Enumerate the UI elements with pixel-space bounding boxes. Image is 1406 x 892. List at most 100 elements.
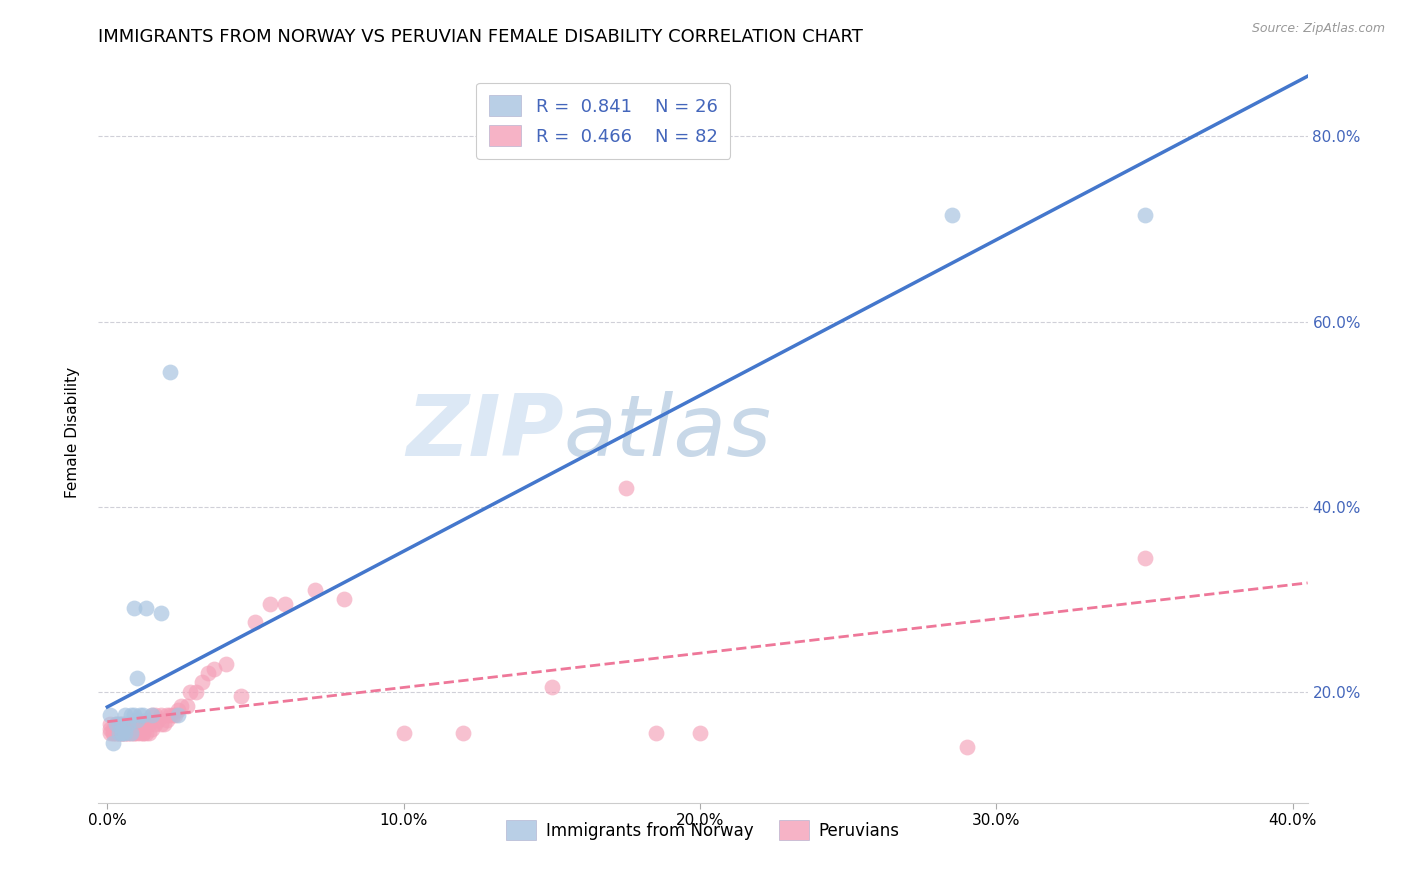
Point bbox=[122, 707, 145, 722]
Point bbox=[135, 713, 157, 727]
Text: ZIP: ZIP bbox=[406, 391, 564, 475]
Point bbox=[105, 717, 128, 731]
Point bbox=[114, 726, 136, 740]
Point bbox=[108, 722, 131, 736]
Point bbox=[103, 736, 125, 750]
Point bbox=[1133, 550, 1156, 565]
Point bbox=[146, 713, 169, 727]
Point bbox=[540, 680, 562, 694]
Point bbox=[159, 707, 181, 722]
Point bbox=[143, 707, 166, 722]
Point bbox=[132, 717, 155, 731]
Point bbox=[122, 601, 145, 615]
Point bbox=[105, 726, 128, 740]
Point bbox=[689, 726, 711, 740]
Point bbox=[165, 707, 187, 722]
Point bbox=[108, 726, 131, 740]
Point bbox=[120, 722, 142, 736]
Point bbox=[141, 722, 163, 736]
Point bbox=[191, 675, 214, 690]
Point bbox=[155, 707, 177, 722]
Point bbox=[120, 726, 142, 740]
Point bbox=[117, 722, 139, 736]
Point bbox=[149, 606, 172, 620]
Point bbox=[149, 707, 172, 722]
Point bbox=[111, 726, 134, 740]
Point bbox=[215, 657, 238, 671]
Point bbox=[105, 726, 128, 740]
Point bbox=[176, 698, 198, 713]
Point bbox=[333, 592, 356, 607]
Point bbox=[117, 717, 139, 731]
Point bbox=[129, 707, 152, 722]
Point bbox=[111, 726, 134, 740]
Point bbox=[644, 726, 666, 740]
Point bbox=[186, 685, 208, 699]
Point bbox=[114, 717, 136, 731]
Point bbox=[167, 703, 190, 717]
Point bbox=[143, 717, 166, 731]
Point bbox=[135, 726, 157, 740]
Point bbox=[108, 717, 131, 731]
Point bbox=[274, 597, 297, 611]
Point bbox=[111, 717, 134, 731]
Point bbox=[941, 208, 963, 222]
Point bbox=[125, 722, 148, 736]
Point bbox=[122, 726, 145, 740]
Point bbox=[135, 601, 157, 615]
Point bbox=[117, 726, 139, 740]
Point bbox=[114, 726, 136, 740]
Point bbox=[125, 671, 148, 685]
Point bbox=[956, 740, 979, 755]
Point bbox=[114, 707, 136, 722]
Point bbox=[117, 717, 139, 731]
Point bbox=[197, 666, 219, 681]
Point bbox=[229, 690, 252, 704]
Point bbox=[125, 717, 148, 731]
Point bbox=[141, 707, 163, 722]
Point bbox=[170, 698, 193, 713]
Text: IMMIGRANTS FROM NORWAY VS PERUVIAN FEMALE DISABILITY CORRELATION CHART: IMMIGRANTS FROM NORWAY VS PERUVIAN FEMAL… bbox=[98, 28, 863, 45]
Point bbox=[138, 726, 160, 740]
Point bbox=[103, 726, 125, 740]
Point bbox=[103, 722, 125, 736]
Point bbox=[259, 597, 281, 611]
Point bbox=[122, 722, 145, 736]
Point bbox=[105, 717, 128, 731]
Legend: Immigrants from Norway, Peruvians: Immigrants from Norway, Peruvians bbox=[499, 814, 907, 847]
Point bbox=[120, 726, 142, 740]
Point bbox=[132, 726, 155, 740]
Point bbox=[152, 717, 174, 731]
Point bbox=[103, 726, 125, 740]
Point bbox=[132, 726, 155, 740]
Point bbox=[108, 726, 131, 740]
Point bbox=[202, 662, 225, 676]
Point bbox=[167, 707, 190, 722]
Point bbox=[245, 615, 267, 630]
Text: atlas: atlas bbox=[564, 391, 772, 475]
Point bbox=[138, 717, 160, 731]
Point bbox=[122, 726, 145, 740]
Point bbox=[108, 726, 131, 740]
Point bbox=[98, 707, 121, 722]
Point bbox=[1133, 208, 1156, 222]
Point bbox=[114, 726, 136, 740]
Point bbox=[111, 726, 134, 740]
Y-axis label: Female Disability: Female Disability bbox=[65, 367, 80, 499]
Point bbox=[614, 481, 637, 495]
Point bbox=[98, 717, 121, 731]
Point bbox=[125, 713, 148, 727]
Point bbox=[129, 726, 152, 740]
Point bbox=[98, 726, 121, 740]
Point bbox=[98, 722, 121, 736]
Point bbox=[111, 726, 134, 740]
Point bbox=[155, 713, 177, 727]
Point bbox=[162, 707, 184, 722]
Point bbox=[120, 717, 142, 731]
Point bbox=[132, 707, 155, 722]
Point bbox=[105, 722, 128, 736]
Point bbox=[111, 726, 134, 740]
Point bbox=[117, 726, 139, 740]
Point bbox=[451, 726, 474, 740]
Point bbox=[159, 366, 181, 380]
